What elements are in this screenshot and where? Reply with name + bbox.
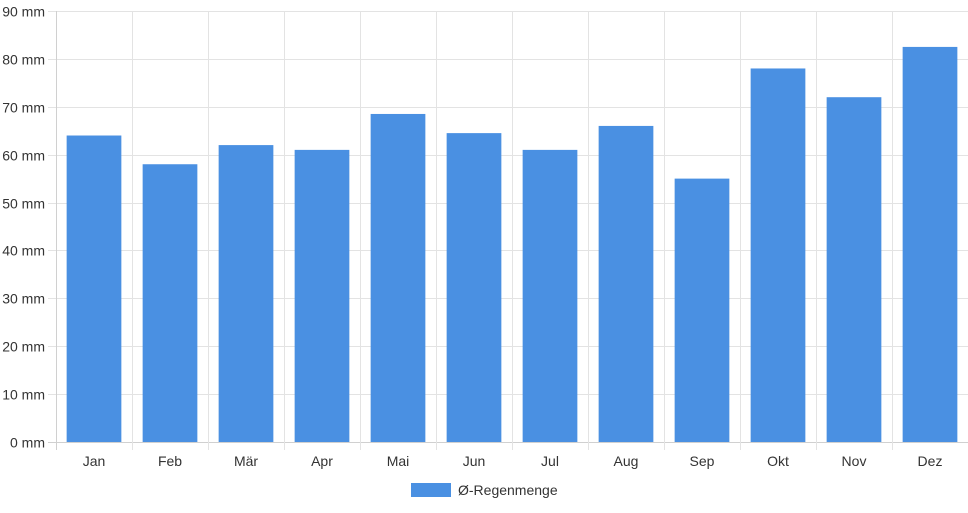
bar-jun[interactable] [446,133,502,442]
y-tick-label: 20 mm [2,339,45,355]
bar-mär[interactable] [218,145,274,442]
bar-okt[interactable] [750,68,806,442]
x-tick-label: Feb [158,453,182,469]
y-tick-label: 80 mm [2,52,45,68]
x-tick-label: Aug [614,453,639,469]
x-tick-label: Jan [83,453,106,469]
x-tick-label: Jun [463,453,486,469]
bar-nov[interactable] [826,97,882,442]
x-tick-label: Apr [311,453,333,469]
bar-dez[interactable] [902,46,958,443]
y-tick-label: 40 mm [2,243,45,259]
x-tick-label: Mai [387,453,410,469]
legend[interactable]: Ø-Regenmenge [411,482,558,498]
x-tick-label: Mär [234,453,258,469]
y-axis: 0 mm 10 mm 20 mm 30 mm 40 mm 50 mm 60 mm 70 mm 8… [2,4,45,451]
y-tick-label: 50 mm [2,196,45,212]
bar-layer [66,46,958,443]
y-tick-label: 90 mm [2,4,45,20]
bar-apr[interactable] [294,149,350,442]
bar-sep[interactable] [674,178,730,443]
legend-swatch[interactable] [411,483,451,497]
x-tick-label: Okt [767,453,789,469]
x-tick-label: Sep [690,453,715,469]
x-tick-label: Dez [918,453,943,469]
legend-label[interactable]: Ø-Regenmenge [458,482,558,498]
x-axis: Jan Feb Mär Apr Mai Jun Jul Aug Sep Okt Nov Dez [83,453,943,469]
bar-jan[interactable] [66,135,122,442]
x-tick-label: Nov [842,453,867,469]
y-tick-label: 70 mm [2,100,45,116]
bar-jul[interactable] [522,149,578,442]
bar-aug[interactable] [598,125,654,443]
y-tick-label: 0 mm [10,435,45,451]
bar-feb[interactable] [142,164,198,443]
y-tick-label: 10 mm [2,387,45,403]
y-tick-label: 60 mm [2,148,45,164]
grid-layer [48,11,968,450]
bar-mai[interactable] [370,113,426,443]
x-tick-label: Jul [541,453,559,469]
y-tick-label: 30 mm [2,291,45,307]
